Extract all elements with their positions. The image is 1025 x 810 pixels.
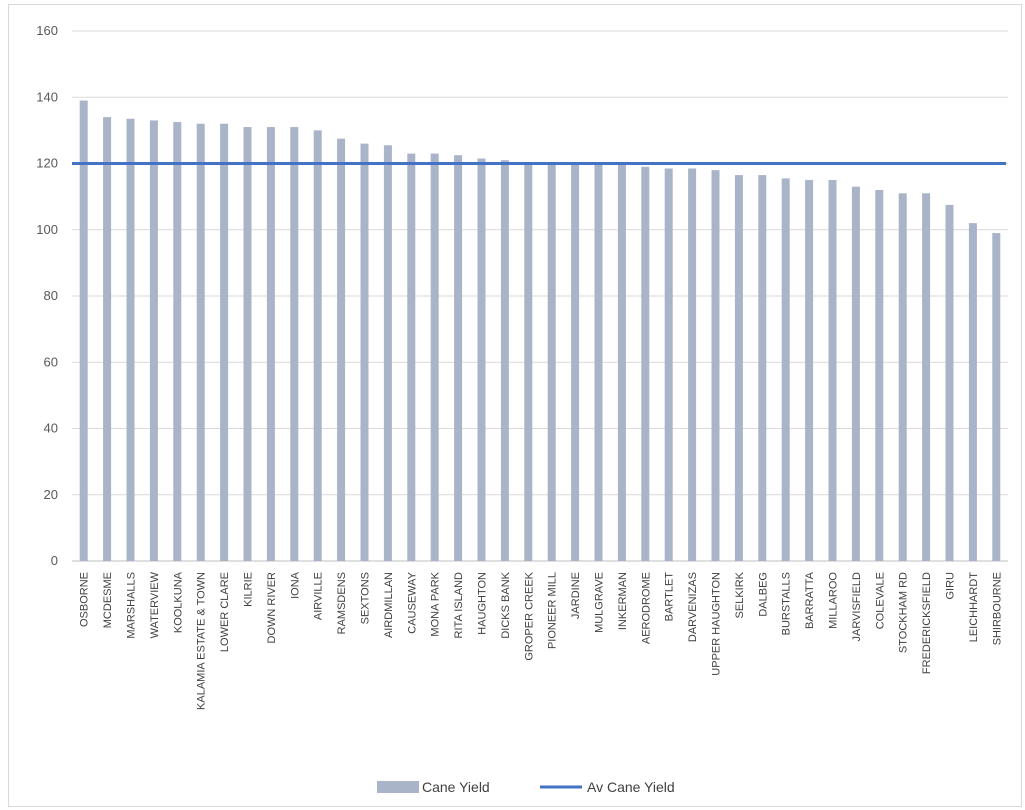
x-category-label: SEXTONS (360, 572, 372, 624)
bar (641, 166, 650, 561)
x-category-label: DICKS BANK (500, 571, 512, 638)
x-category-label: AERODROME (640, 572, 652, 644)
bar (922, 193, 931, 561)
bar (968, 223, 977, 561)
x-category-label: CAUSEWAY (406, 571, 418, 633)
bar (477, 158, 486, 561)
bar (734, 175, 743, 561)
bar (360, 143, 369, 561)
y-tick-label: 160 (36, 23, 58, 38)
x-category-label: INKERMAN (617, 572, 629, 630)
bar (828, 180, 837, 561)
bar (524, 163, 533, 561)
x-category-label: JARVISFIELD (851, 572, 863, 642)
x-category-label: MCDESME (102, 572, 114, 628)
x-category-label: KOOLKUNA (172, 571, 184, 633)
y-tick-label: 120 (36, 156, 58, 171)
bar (898, 193, 907, 561)
bar (547, 163, 556, 561)
x-category-label: AIRVILLE (313, 572, 325, 620)
bar (430, 153, 439, 561)
x-category-label: AIRDMILLAN (383, 572, 395, 638)
bar (407, 153, 416, 561)
bar (945, 204, 954, 561)
y-tick-label: 20 (44, 487, 58, 502)
bar (711, 170, 720, 561)
bar (805, 180, 814, 561)
x-category-label: STOCKHAM RD (898, 572, 910, 653)
bar (79, 100, 88, 561)
x-category-label: KILRIE (243, 572, 255, 607)
x-category-label: BARRATTA (804, 571, 816, 629)
bar (851, 186, 860, 561)
bar (337, 138, 346, 561)
x-category-label: LOWER CLARE (219, 572, 231, 652)
bar (781, 178, 790, 561)
x-category-label: DALBEG (757, 572, 769, 617)
bar (571, 163, 580, 561)
y-tick-label: 80 (44, 288, 58, 303)
y-tick-label: 0 (51, 553, 58, 568)
legend-label-cane-yield: Cane Yield (422, 779, 490, 795)
x-category-label: SHIRBOURNE (991, 572, 1003, 645)
y-tick-label: 40 (44, 421, 58, 436)
bar (664, 168, 673, 561)
x-category-label: DARVENIZAS (687, 572, 699, 642)
bar (594, 163, 603, 561)
x-category-label: HAUGHTON (477, 572, 489, 635)
bar (149, 120, 158, 561)
bar (992, 233, 1001, 561)
x-category-label: MULGRAVE (594, 572, 606, 633)
x-category-label: COLEVALE (874, 572, 886, 629)
y-tick-label: 100 (36, 222, 58, 237)
x-category-label: IONA (289, 571, 301, 599)
x-category-label: SELKIRK (734, 571, 746, 618)
x-category-label: PIONEER MILL (547, 572, 559, 649)
x-category-label: RITA ISLAND (453, 572, 465, 638)
bar (243, 127, 252, 561)
x-category-label: GROPER CREEK (523, 571, 535, 660)
x-category-label: FREDERICKSFIELD (921, 572, 933, 674)
x-category-label: RAMSDENS (336, 572, 348, 634)
bar (126, 118, 135, 561)
bar (617, 163, 626, 561)
bar (875, 190, 884, 561)
x-category-label: MONA PARK (430, 571, 442, 636)
x-category-label: DOWN RIVER (266, 572, 278, 644)
x-category-label: BURSTALLS (781, 572, 793, 635)
legend-swatch-cane-yield (377, 781, 419, 793)
x-category-label: UPPER HAUGHTON (711, 572, 723, 676)
x-category-label: JARDINE (570, 572, 582, 619)
bar (500, 160, 509, 561)
bar (220, 123, 229, 561)
y-tick-label: 60 (44, 354, 58, 369)
bar (313, 130, 322, 561)
x-category-label: KALAMIA ESTATE & TOWN (196, 572, 208, 710)
bar (266, 127, 275, 561)
bar (103, 117, 112, 561)
x-category-label: OSBORNE (79, 572, 91, 627)
bar (383, 145, 392, 561)
bar (454, 155, 463, 561)
x-category-label: MILLAROO (828, 572, 840, 629)
x-category-label: WATERVIEW (149, 571, 161, 638)
bar (758, 175, 767, 561)
bar (290, 127, 299, 561)
bar (688, 168, 697, 561)
x-category-label: LEICHHARDT (968, 572, 980, 643)
bar (173, 122, 182, 561)
y-tick-label: 140 (36, 89, 58, 104)
bar (196, 123, 205, 561)
x-category-label: MARSHALLS (126, 572, 138, 639)
x-category-label: BARTLET (664, 572, 676, 622)
x-category-label: GIRU (945, 572, 957, 600)
legend-label-av-cane-yield: Av Cane Yield (587, 779, 675, 795)
